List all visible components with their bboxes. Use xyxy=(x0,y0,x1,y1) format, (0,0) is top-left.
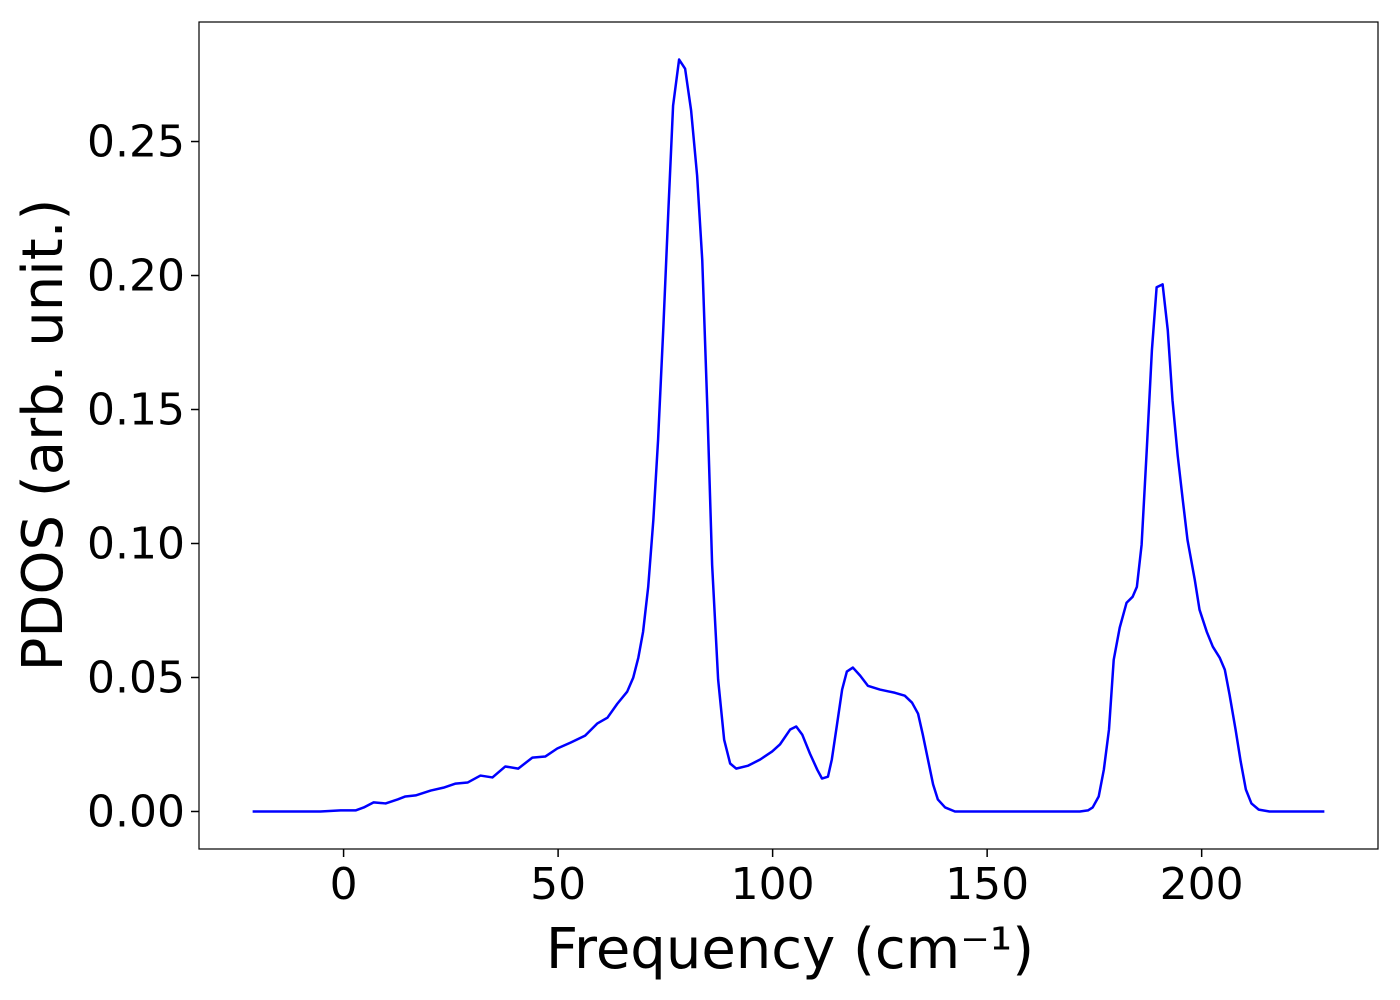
plot-frame xyxy=(198,21,1379,850)
y-tick-label: 0.15 xyxy=(87,385,185,436)
y-tick-label: 0.00 xyxy=(87,786,185,837)
x-tick-label: 50 xyxy=(530,859,586,910)
y-tick-label: 0.25 xyxy=(87,117,185,168)
y-tick-label: 0.20 xyxy=(87,251,185,302)
y-axis-label: PDOS (arb. unit.) xyxy=(11,199,76,672)
x-tick-label: 100 xyxy=(731,859,815,910)
y-tick-label: 0.10 xyxy=(87,518,185,569)
y-tick-label: 0.05 xyxy=(87,652,185,703)
line-series xyxy=(252,58,1325,813)
x-tick-label: 200 xyxy=(1160,859,1244,910)
x-tick-label: 0 xyxy=(330,859,358,910)
x-tick-label: 150 xyxy=(945,859,1029,910)
x-axis-label: Frequency (cm⁻¹) xyxy=(546,917,1034,982)
